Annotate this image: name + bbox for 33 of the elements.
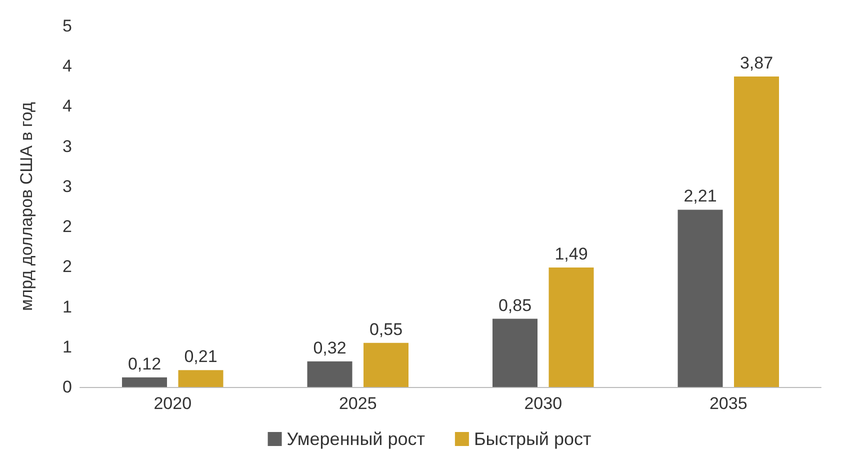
y-tick-label: 4 <box>62 96 72 116</box>
y-tick-label: 2 <box>62 257 72 276</box>
y-tick-label: 1 <box>62 337 72 356</box>
data-label: 0,32 <box>313 338 346 358</box>
bar <box>178 370 224 387</box>
bar <box>678 210 723 387</box>
legend-label: Умеренный рост <box>286 429 425 449</box>
y-axis-title: млрд долларов США в год <box>17 102 36 311</box>
data-label: 0,85 <box>498 296 532 315</box>
bar <box>307 361 352 387</box>
x-tick-label: 2025 <box>338 394 377 413</box>
y-tick-label: 0 <box>62 378 72 396</box>
data-label: 0,12 <box>128 354 162 374</box>
bar <box>548 267 594 387</box>
y-tick-label: 2 <box>62 217 72 236</box>
legend-label: Быстрый рост <box>474 429 592 449</box>
data-label: 0,55 <box>369 320 403 339</box>
bar <box>364 342 408 387</box>
data-label: 1,49 <box>554 244 588 264</box>
x-tick-label: 2020 <box>154 394 192 413</box>
data-label: 0,21 <box>184 347 218 366</box>
x-tick-label: 2035 <box>709 394 748 413</box>
data-label: 2,21 <box>684 186 717 206</box>
y-tick-label: 3 <box>62 176 72 196</box>
bar <box>734 76 779 387</box>
bar <box>122 377 167 387</box>
data-label: 3,87 <box>740 54 774 73</box>
y-tick-label: 1 <box>62 297 72 316</box>
y-tick-label: 4 <box>62 56 72 76</box>
x-tick-label: 2030 <box>524 394 562 413</box>
bar <box>492 318 538 387</box>
y-tick-label: 3 <box>62 136 72 156</box>
y-tick-label: 5 <box>62 16 72 36</box>
